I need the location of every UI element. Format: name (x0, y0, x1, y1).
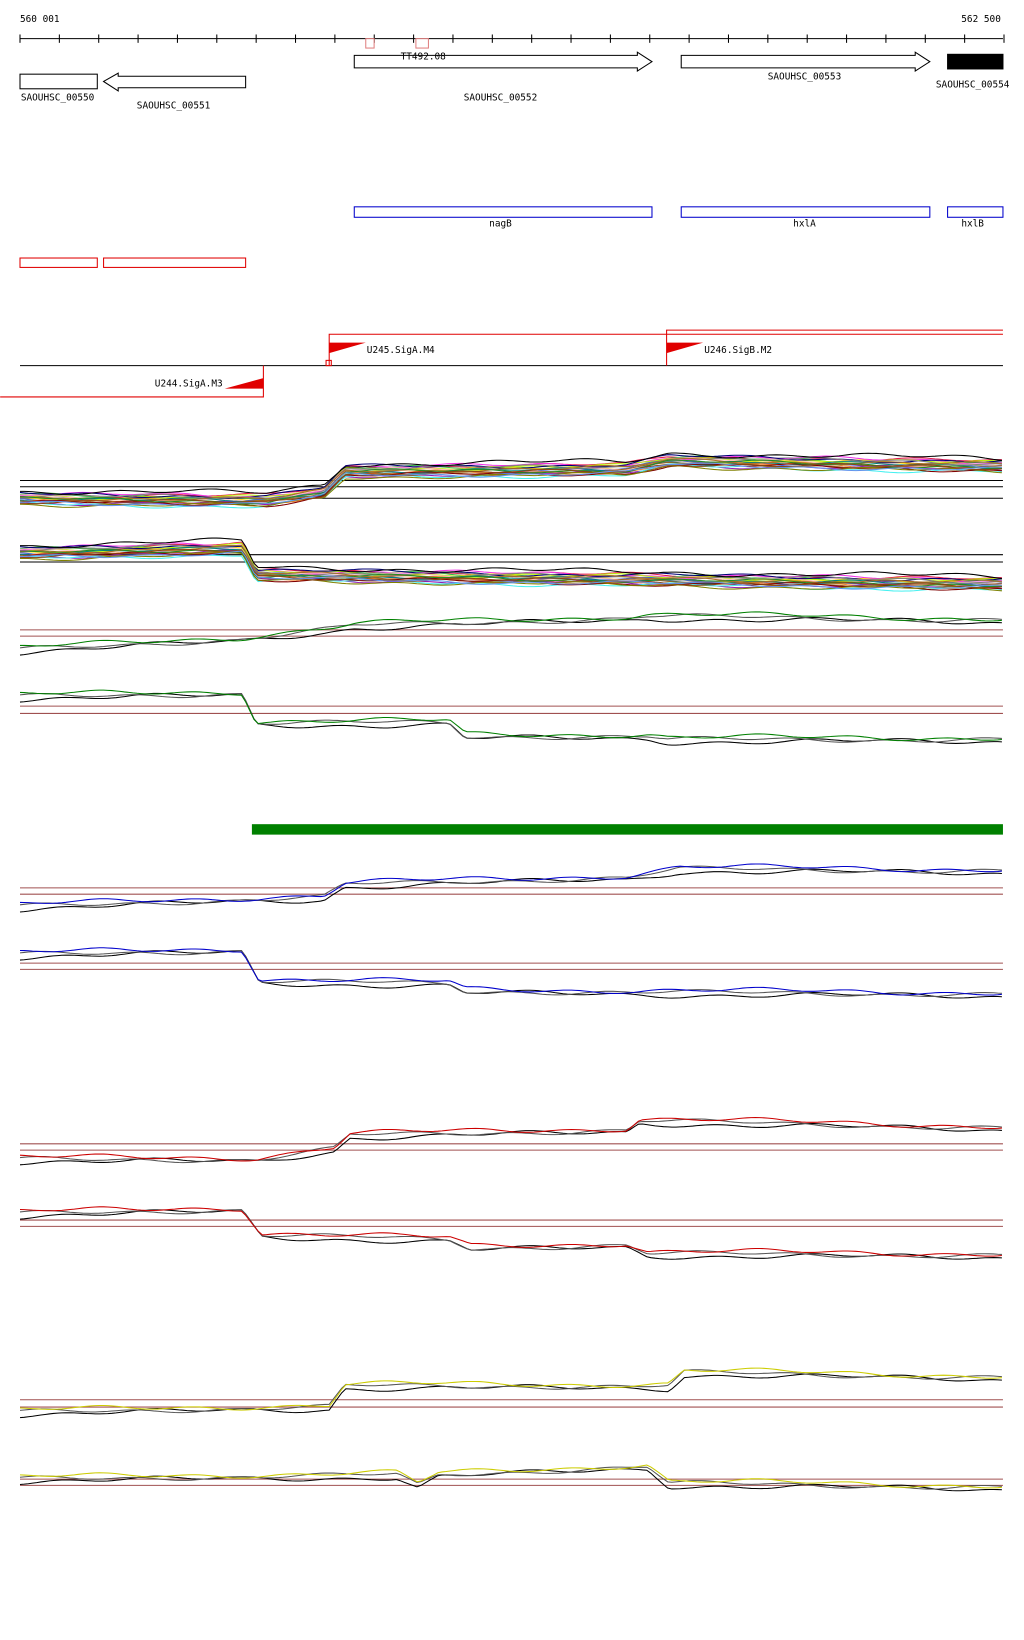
gene (353, 51, 653, 72)
trace (19, 550, 1002, 590)
region-bar (251, 824, 1003, 835)
trace (19, 452, 1002, 496)
trace (19, 461, 1002, 503)
regions (353, 206, 1004, 218)
traces (19, 452, 1003, 1492)
promoter-label: U245.SigA.M4 (367, 345, 435, 356)
trace (19, 1464, 1002, 1489)
trace (19, 692, 1002, 743)
genes (19, 38, 1004, 92)
gene-label: SAOUHSC_00553 (768, 71, 842, 82)
trace (19, 947, 1002, 996)
gene (680, 51, 931, 72)
ruler-end: 562 500 (961, 14, 1001, 25)
gene-label: SAOUHSC_00551 (137, 101, 211, 112)
promoter-line (328, 333, 1003, 366)
promoters (0, 329, 1003, 398)
trace (19, 865, 1002, 906)
trace (19, 689, 1002, 742)
region (947, 206, 1004, 218)
red-features (19, 257, 247, 268)
gene (102, 72, 247, 92)
feature (103, 257, 247, 268)
trace (19, 1116, 1002, 1162)
feature (19, 257, 98, 268)
promoter-label: U244.SigA.M3 (155, 378, 223, 389)
trace (19, 458, 1002, 502)
region (680, 206, 931, 218)
trace (19, 1373, 1002, 1419)
gene (947, 53, 1004, 70)
promoter-line (0, 365, 264, 398)
trace (19, 548, 1002, 589)
trace (19, 1206, 1002, 1257)
trace (19, 1466, 1002, 1490)
trace (19, 1367, 1002, 1411)
promoter-box (325, 359, 332, 367)
trace (19, 544, 1002, 584)
ruler: 560 001 562 500 (19, 14, 1005, 43)
ruler-start: 560 001 (20, 14, 60, 25)
region-label: hxlA (793, 219, 816, 230)
promoter-flag (329, 342, 366, 354)
promoter-label: U246.SigB.M2 (704, 345, 772, 356)
trace (19, 546, 1002, 588)
trace (19, 1209, 1002, 1259)
feature-box (415, 38, 429, 49)
trace (19, 1369, 1002, 1414)
terminator-label: TT492.08 (401, 52, 447, 63)
trace (19, 863, 1002, 904)
gene (19, 73, 98, 90)
trace (19, 457, 1002, 499)
trace (19, 537, 1002, 580)
trace (19, 1118, 1002, 1164)
feature-box (365, 38, 375, 49)
trace (19, 611, 1002, 647)
trace (19, 868, 1002, 913)
gene-label: SAOUHSC_00550 (21, 92, 95, 103)
trace (19, 462, 1002, 505)
promoter-flag (224, 378, 264, 389)
trace (19, 692, 1002, 746)
trace (19, 613, 1002, 649)
promoter-line (666, 329, 1003, 366)
gene-label: SAOUHSC_00552 (464, 92, 538, 103)
promoter-flag (666, 342, 704, 354)
trace (19, 462, 1002, 507)
trace (19, 1209, 1002, 1260)
region (353, 206, 653, 218)
gene-label: SAOUHSC_00554 (936, 80, 1010, 91)
trace (19, 950, 1002, 998)
trace (19, 544, 1002, 584)
region-label: hxlB (961, 219, 984, 230)
region-label: nagB (489, 219, 512, 230)
